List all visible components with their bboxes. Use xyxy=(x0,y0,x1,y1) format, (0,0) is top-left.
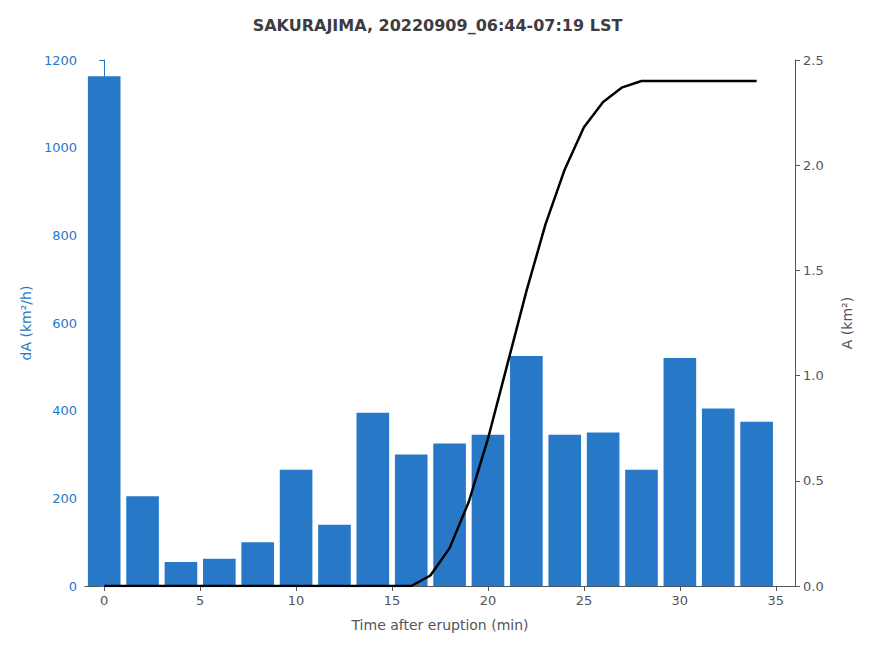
svg-text:1.0: 1.0 xyxy=(803,368,824,383)
svg-text:0.0: 0.0 xyxy=(803,579,824,594)
svg-text:A (km²): A (km²) xyxy=(839,297,855,349)
svg-text:Time after eruption (min): Time after eruption (min) xyxy=(350,617,528,633)
svg-text:20: 20 xyxy=(480,593,497,608)
svg-text:1.5: 1.5 xyxy=(803,263,824,278)
svg-text:1000: 1000 xyxy=(44,140,77,155)
svg-text:dA (km²/h): dA (km²/h) xyxy=(18,286,34,361)
svg-text:25: 25 xyxy=(576,593,593,608)
svg-text:0.5: 0.5 xyxy=(803,473,824,488)
svg-text:800: 800 xyxy=(52,228,77,243)
svg-text:SAKURAJIMA, 20220909_06:44-07:: SAKURAJIMA, 20220909_06:44-07:19 LST xyxy=(253,16,623,35)
svg-text:2.0: 2.0 xyxy=(803,158,824,173)
svg-text:200: 200 xyxy=(52,491,77,506)
svg-text:600: 600 xyxy=(52,316,77,331)
svg-text:2.5: 2.5 xyxy=(803,53,824,68)
svg-text:0: 0 xyxy=(69,579,77,594)
svg-text:10: 10 xyxy=(288,593,305,608)
svg-text:400: 400 xyxy=(52,403,77,418)
svg-text:5: 5 xyxy=(196,593,204,608)
svg-text:0: 0 xyxy=(100,593,108,608)
svg-text:30: 30 xyxy=(672,593,689,608)
svg-text:15: 15 xyxy=(384,593,401,608)
svg-text:35: 35 xyxy=(768,593,785,608)
svg-text:1200: 1200 xyxy=(44,53,77,68)
